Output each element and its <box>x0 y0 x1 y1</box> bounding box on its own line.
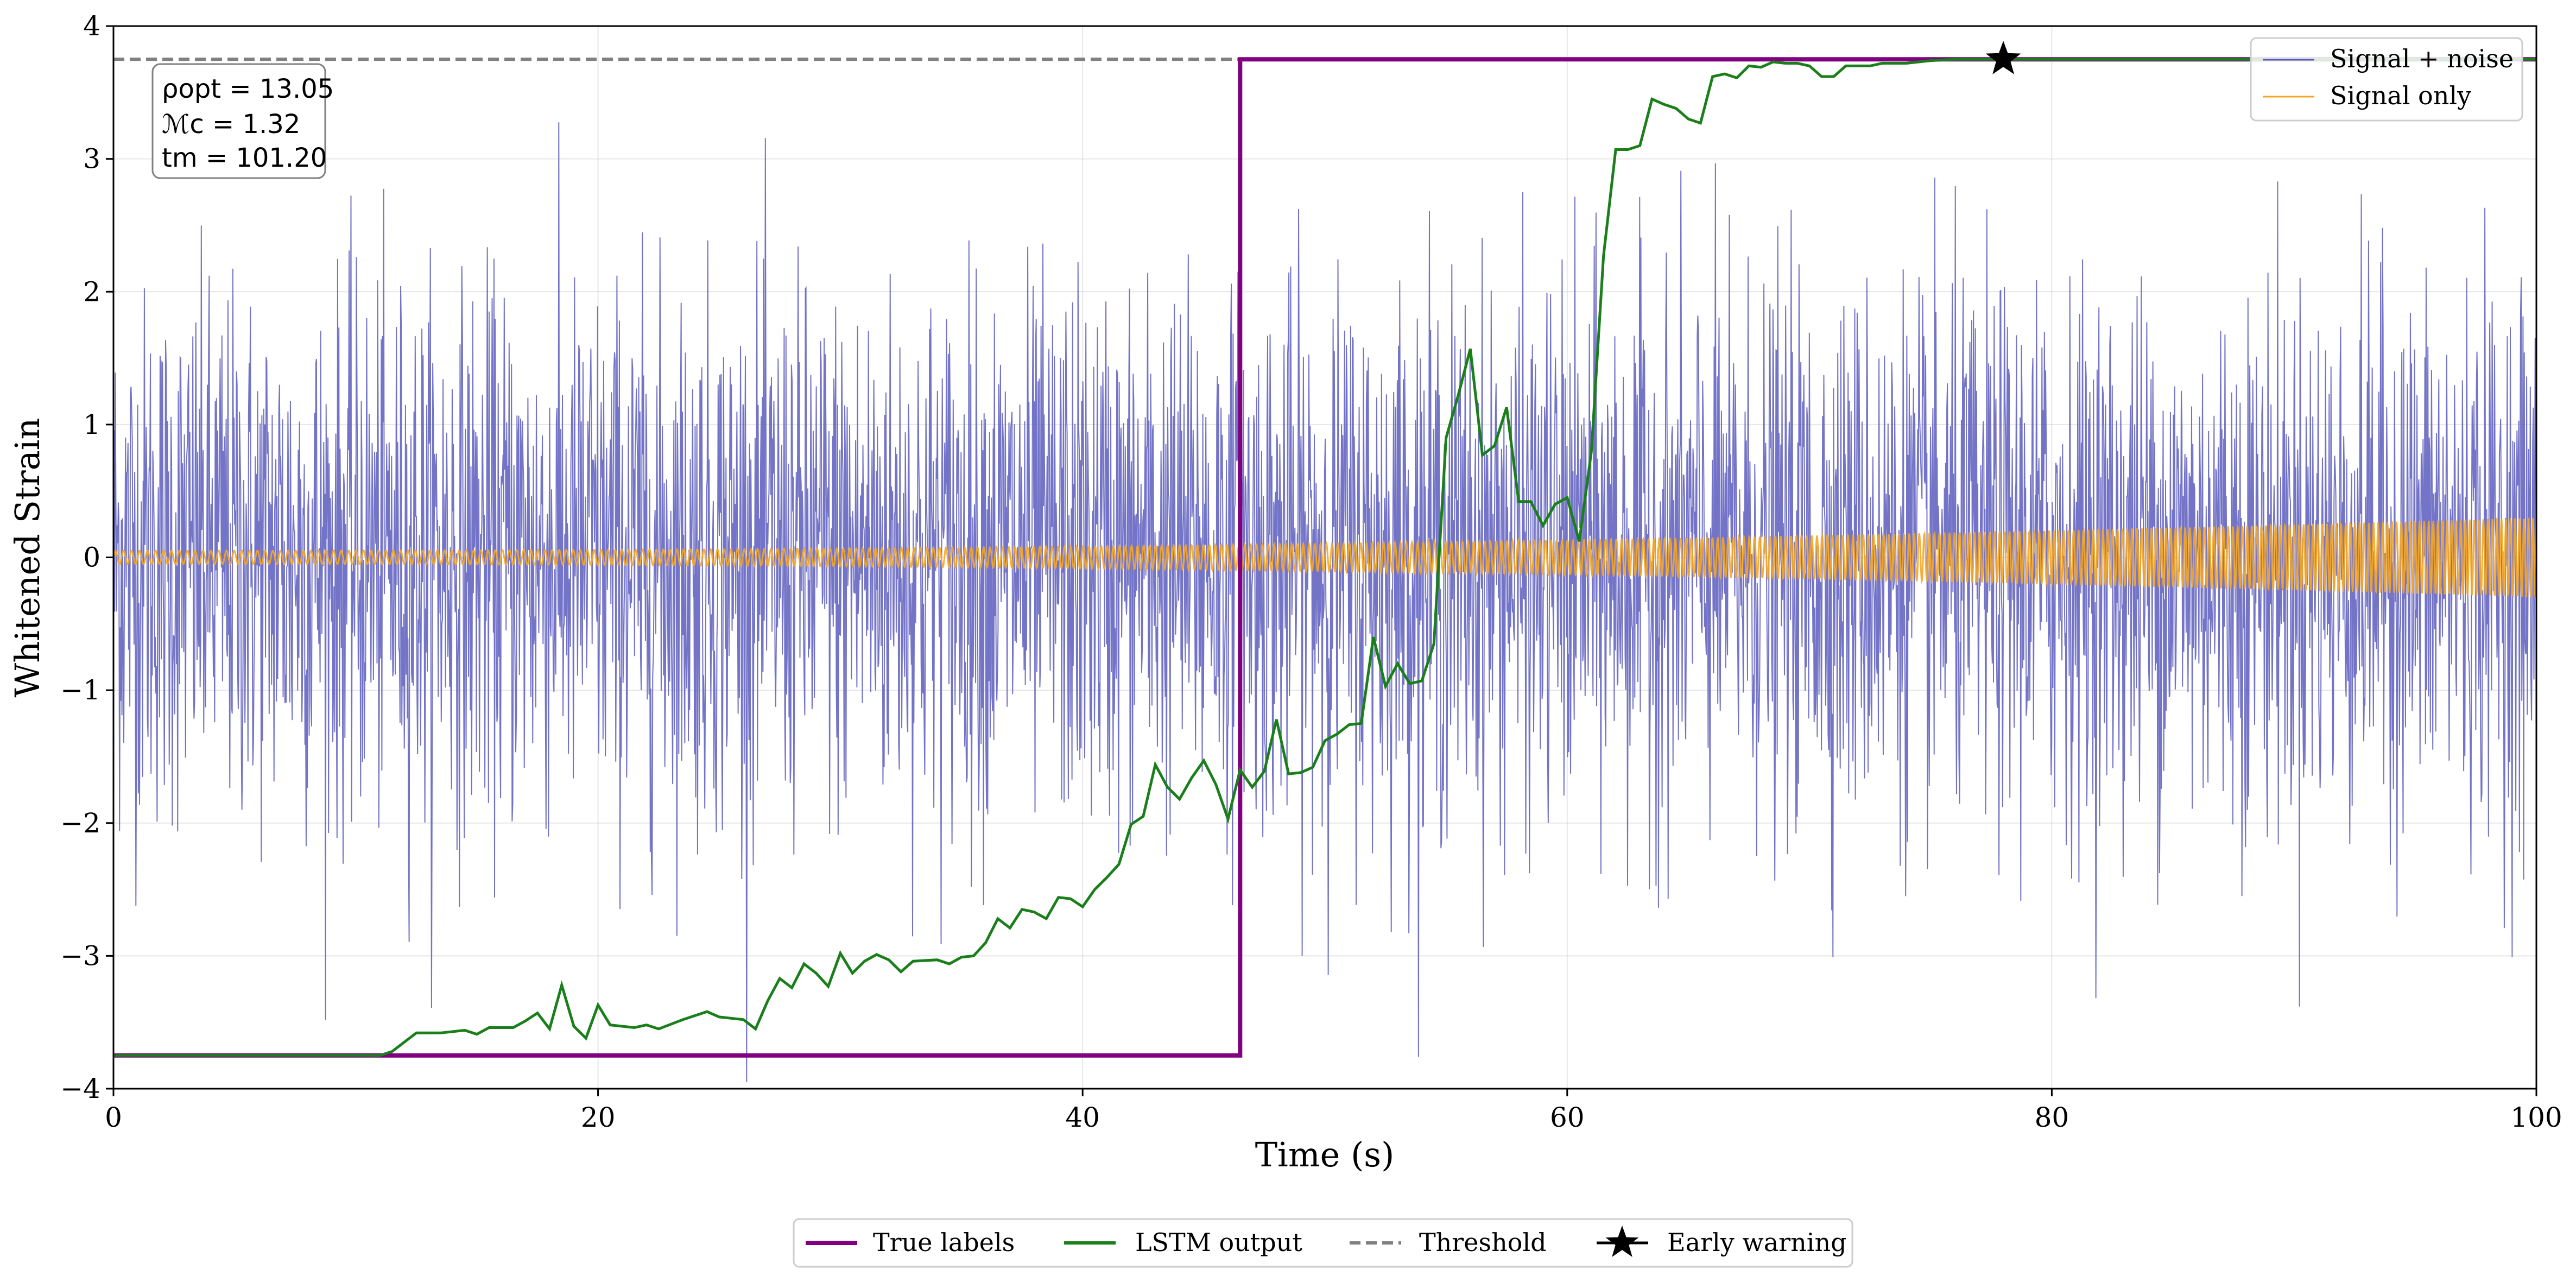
signal-only-line <box>113 516 2536 598</box>
y-tick-label: −3 <box>60 940 100 971</box>
merger-time-annotation: tm = 101.20 <box>162 143 327 173</box>
chirp-mass-annotation: ℳc = 1.32 <box>162 109 300 140</box>
legend-bottom: True labels LSTM output Threshold Early … <box>793 1218 1853 1268</box>
y-tick-label: 1 <box>83 409 100 440</box>
x-tick-label: 0 <box>105 1102 122 1133</box>
y-tick-label: 0 <box>83 542 100 573</box>
x-tick-label: 80 <box>2035 1102 2069 1133</box>
y-axis-ticks: −4 −3 −2 −1 0 1 2 3 4 <box>60 10 113 1104</box>
y-tick-label: 3 <box>83 143 100 175</box>
x-tick-label: 60 <box>1550 1102 1585 1133</box>
legend-early-warning-label: Early warning <box>1667 1228 1847 1257</box>
x-tick-label: 20 <box>581 1102 616 1133</box>
x-tick-label: 40 <box>1065 1102 1100 1133</box>
legend-threshold-label: Threshold <box>1419 1228 1547 1257</box>
legend-signal-noise-label: Signal + noise <box>2330 44 2514 73</box>
y-tick-label: 4 <box>83 10 100 42</box>
legend-inner: Signal + noise Signal only <box>2250 37 2523 122</box>
x-axis-ticks: 0 20 40 60 80 100 <box>105 1089 2562 1133</box>
y-axis-label: Whitened Strain <box>8 418 47 698</box>
y-tick-label: 2 <box>83 276 100 307</box>
y-tick-label: −1 <box>60 674 100 706</box>
early-warning-series <box>1985 41 2021 74</box>
legend-signal-only-label: Signal only <box>2330 81 2471 110</box>
x-axis-label: Time (s) <box>1255 1135 1395 1174</box>
legend-lstm-output-label: LSTM output <box>1135 1228 1302 1257</box>
true-labels-line <box>113 57 2536 1058</box>
y-tick-label: −4 <box>60 1073 100 1104</box>
legend-early-warning-star <box>1605 1226 1639 1257</box>
signal-only-series <box>113 516 2536 598</box>
signal-noise-series <box>113 122 2536 1082</box>
lstm-output-line <box>113 58 2536 1057</box>
legend-true-labels-label: True labels <box>873 1228 1015 1257</box>
early-warning-marker <box>1985 41 2021 74</box>
parameter-annotation-box: ρopt = 13.05 ℳc = 1.32 tm = 101.20 <box>151 63 334 179</box>
true-labels-series <box>113 57 2536 1058</box>
y-tick-label: −2 <box>60 807 100 839</box>
rho-opt-annotation: ρopt = 13.05 <box>162 74 334 104</box>
signal-noise-line <box>113 122 2536 1082</box>
x-tick-label: 100 <box>2510 1102 2562 1133</box>
lstm-output-series <box>113 58 2536 1057</box>
